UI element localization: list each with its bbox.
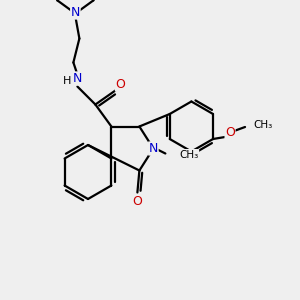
Text: CH₃: CH₃ <box>179 149 199 160</box>
Text: N: N <box>73 72 82 85</box>
Text: O: O <box>225 127 235 140</box>
Text: N: N <box>149 142 158 155</box>
Text: N: N <box>71 6 80 19</box>
Text: O: O <box>116 78 125 91</box>
Text: O: O <box>132 195 142 208</box>
Text: CH₃: CH₃ <box>253 120 272 130</box>
Text: H: H <box>63 76 72 86</box>
